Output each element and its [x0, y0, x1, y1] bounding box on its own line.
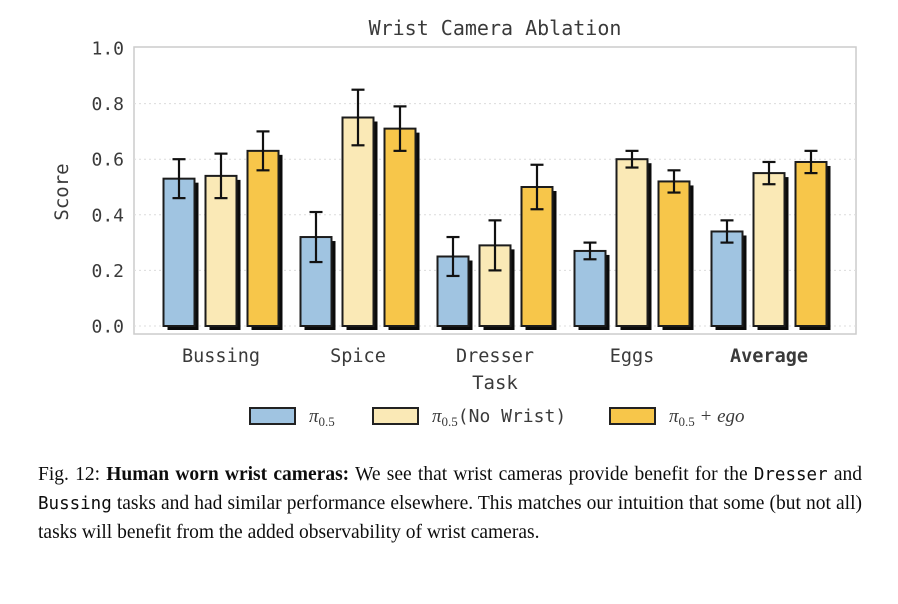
bar-pi05-spice	[299, 236, 333, 327]
caption-text-mono: Bussing	[38, 493, 112, 514]
bar-pi05-ego-average	[794, 160, 828, 327]
bar-chart: 0.0 0.2 0.4 0.6 0.8 1.0 Bussing Spice Dresser Egg…	[91, 39, 857, 429]
legend-swatch-pi05	[249, 407, 296, 425]
y-tick-label: 0.4	[91, 205, 124, 226]
x-tick-label-spice: Spice	[330, 346, 386, 367]
y-tick-label: 0.0	[91, 317, 124, 338]
legend-label-pi05-ego: π0.5 + ego	[669, 406, 745, 429]
bar-pi05-ego-eggs	[657, 180, 691, 327]
bar-pi05-no-wrist-average	[752, 172, 786, 327]
bar-pi05-eggs	[573, 249, 607, 327]
bar-pi05-no-wrist-spice	[341, 116, 375, 327]
x-tick-label-bussing: Bussing	[182, 346, 260, 367]
x-axis-label: Task	[472, 372, 518, 394]
plot-border	[133, 46, 857, 335]
legend-label-pi05: π0.5	[309, 406, 335, 429]
y-tick-label: 0.8	[91, 94, 124, 115]
legend-label-pi05-no-wrist: π0.5(No Wrist)	[432, 406, 566, 429]
bar-pi05-no-wrist-eggs	[615, 158, 649, 327]
caption-text-normal: and	[827, 464, 863, 485]
caption-text-normal: Fig. 12:	[38, 464, 107, 485]
y-tick-label: 0.6	[91, 150, 124, 171]
legend-swatch-pi05-ego	[609, 407, 656, 425]
y-tick-label: 0.2	[91, 261, 124, 282]
y-axis-label: Score	[51, 163, 73, 221]
caption-text-normal: We see that wrist cameras provide benefi…	[349, 464, 754, 485]
chart-title: Wrist Camera Ablation	[368, 16, 622, 40]
caption-text-bold: Human worn wrist cameras:	[106, 464, 350, 485]
bar-pi05-ego-bussing	[246, 149, 280, 327]
figure-caption: Fig. 12: Human worn wrist cameras: We se…	[38, 461, 862, 548]
x-tick-label-dresser: Dresser	[456, 346, 534, 367]
bar-pi05-bussing	[162, 177, 196, 327]
x-tick-label-average: Average	[730, 346, 808, 367]
legend-swatch-pi05-no-wrist	[372, 407, 419, 425]
x-tick-label-eggs: Eggs	[610, 346, 655, 367]
caption-text-mono: Dresser	[753, 465, 828, 485]
caption-text-normal: tasks and had similar performance elsewh…	[38, 492, 862, 543]
y-tick-label: 1.0	[91, 39, 124, 60]
bar-pi05-ego-spice	[383, 127, 417, 327]
bar-pi05-average	[710, 230, 744, 327]
